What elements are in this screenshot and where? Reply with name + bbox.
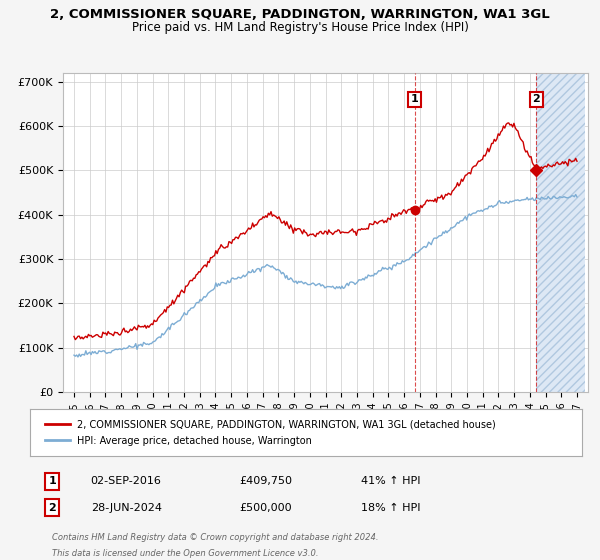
Text: 1: 1 xyxy=(411,95,418,104)
Text: 2, COMMISSIONER SQUARE, PADDINGTON, WARRINGTON, WA1 3GL: 2, COMMISSIONER SQUARE, PADDINGTON, WARR… xyxy=(50,8,550,21)
Legend: 2, COMMISSIONER SQUARE, PADDINGTON, WARRINGTON, WA1 3GL (detached house), HPI: A: 2, COMMISSIONER SQUARE, PADDINGTON, WARR… xyxy=(40,415,501,450)
Text: Contains HM Land Registry data © Crown copyright and database right 2024.: Contains HM Land Registry data © Crown c… xyxy=(52,533,379,542)
Text: £409,750: £409,750 xyxy=(240,477,293,487)
Text: Price paid vs. HM Land Registry's House Price Index (HPI): Price paid vs. HM Land Registry's House … xyxy=(131,21,469,34)
Bar xyxy=(536,73,585,392)
Text: 2: 2 xyxy=(48,502,56,512)
Text: 28-JUN-2024: 28-JUN-2024 xyxy=(91,502,162,512)
Text: £500,000: £500,000 xyxy=(240,502,292,512)
Text: 2: 2 xyxy=(533,95,540,104)
Text: 18% ↑ HPI: 18% ↑ HPI xyxy=(361,502,421,512)
Text: 41% ↑ HPI: 41% ↑ HPI xyxy=(361,477,421,487)
Text: 02-SEP-2016: 02-SEP-2016 xyxy=(91,477,161,487)
Text: This data is licensed under the Open Government Licence v3.0.: This data is licensed under the Open Gov… xyxy=(52,549,319,558)
Text: 1: 1 xyxy=(48,477,56,487)
